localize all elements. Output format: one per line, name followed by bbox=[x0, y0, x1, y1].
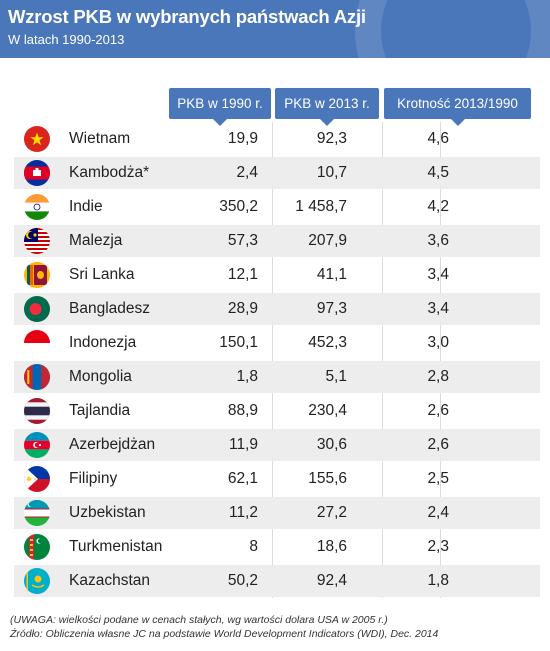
country-name: Tajlandia bbox=[69, 402, 131, 419]
column-header-ratio: Krotność 2013/1990 bbox=[384, 88, 531, 126]
value-1990: 350,2 bbox=[219, 198, 258, 215]
value-1990: 1,8 bbox=[236, 368, 258, 385]
mongolia-flag-icon bbox=[24, 364, 50, 390]
country-name: Kambodża* bbox=[69, 164, 150, 181]
value-1990: 62,1 bbox=[227, 470, 258, 487]
column-header-2013: PKB w 2013 r. bbox=[275, 88, 379, 126]
footer: (UWAGA: wielkości podane w cenach stałyc… bbox=[10, 613, 438, 641]
value-ratio: 3,4 bbox=[427, 300, 449, 317]
value-1990: 2,4 bbox=[236, 164, 258, 181]
table-row: Indonezja 150,1 452,3 3,0 bbox=[14, 327, 540, 359]
country-name: Azerbejdżan bbox=[69, 436, 156, 453]
table-row: Kambodża* 2,4 10,7 4,5 bbox=[14, 157, 540, 189]
kazakhstan-flag-icon bbox=[24, 568, 50, 594]
country-name: Indie bbox=[69, 198, 103, 215]
value-1990: 50,2 bbox=[227, 572, 258, 589]
value-2013: 27,2 bbox=[316, 504, 347, 521]
value-1990: 150,1 bbox=[219, 334, 258, 351]
table-row: Bangladesz 28,9 97,3 3,4 bbox=[14, 293, 540, 325]
value-1990: 19,9 bbox=[227, 130, 258, 147]
column-divider bbox=[382, 122, 383, 598]
table-row: Azerbejdżan 11,9 30,6 2,6 bbox=[14, 429, 540, 461]
value-2013: 230,4 bbox=[308, 402, 347, 419]
value-ratio: 4,2 bbox=[427, 198, 449, 215]
value-ratio: 3,4 bbox=[427, 266, 449, 283]
country-name: Bangladesz bbox=[69, 300, 151, 317]
uzbekistan-flag-icon bbox=[24, 500, 50, 526]
value-1990: 12,1 bbox=[227, 266, 258, 283]
chart-header: Wzrost PKB w wybranych państwach Azji W … bbox=[0, 0, 550, 58]
logo-ring-decoration bbox=[355, 0, 550, 58]
value-2013: 41,1 bbox=[316, 266, 347, 283]
country-name: Kazachstan bbox=[69, 572, 150, 589]
value-ratio: 4,5 bbox=[427, 164, 449, 181]
country-name: Mongolia bbox=[69, 368, 132, 385]
thailand-flag-icon bbox=[24, 398, 50, 424]
azerbaijan-flag-icon bbox=[24, 432, 50, 458]
table-row: Uzbekistan 11,2 27,2 2,4 bbox=[14, 497, 540, 529]
value-2013: 30,6 bbox=[316, 436, 347, 453]
chart-subtitle: W latach 1990-2013 bbox=[8, 32, 125, 47]
value-ratio: 3,0 bbox=[427, 334, 449, 351]
country-name: Filipiny bbox=[69, 470, 118, 487]
value-2013: 207,9 bbox=[308, 232, 347, 249]
table-row: Tajlandia 88,9 230,4 2,6 bbox=[14, 395, 540, 427]
value-1990: 8 bbox=[249, 538, 258, 555]
value-1990: 28,9 bbox=[227, 300, 258, 317]
footer-source: Źródło: Obliczenia własne JC na podstawi… bbox=[10, 628, 439, 640]
footer-note: (UWAGA: wielkości podane w cenach stałyc… bbox=[10, 614, 388, 626]
column-divider bbox=[440, 122, 441, 598]
philippines-flag-icon bbox=[24, 466, 50, 492]
vietnam-flag-icon bbox=[24, 126, 50, 152]
value-2013: 92,3 bbox=[316, 130, 347, 147]
value-ratio: 2,6 bbox=[427, 402, 449, 419]
table-row: Kazachstan 50,2 92,4 1,8 bbox=[14, 565, 540, 597]
table-row: Mongolia 1,8 5,1 2,8 bbox=[14, 361, 540, 393]
cambodia-flag-icon bbox=[24, 160, 50, 186]
value-2013: 97,3 bbox=[316, 300, 347, 317]
india-flag-icon bbox=[24, 194, 50, 220]
table-row: Wietnam 19,9 92,3 4,6 bbox=[14, 123, 540, 155]
indonesia-flag-icon bbox=[24, 330, 50, 356]
chart-title: Wzrost PKB w wybranych państwach Azji bbox=[8, 6, 366, 27]
value-1990: 57,3 bbox=[227, 232, 258, 249]
turkmenistan-flag-icon bbox=[24, 534, 50, 560]
malaysia-flag-icon bbox=[24, 228, 50, 254]
country-name: Wietnam bbox=[69, 130, 131, 147]
country-name: Turkmenistan bbox=[69, 538, 163, 555]
table-row: Malezja 57,3 207,9 3,6 bbox=[14, 225, 540, 257]
value-1990: 88,9 bbox=[227, 402, 258, 419]
value-2013: 92,4 bbox=[316, 572, 347, 589]
value-ratio: 3,6 bbox=[427, 232, 449, 249]
sri-lanka-flag-icon bbox=[24, 262, 50, 288]
table-row: Filipiny 62,1 155,6 2,5 bbox=[14, 463, 540, 495]
country-name: Indonezja bbox=[69, 334, 137, 351]
value-ratio: 4,6 bbox=[427, 130, 449, 147]
value-2013: 5,1 bbox=[325, 368, 347, 385]
value-1990: 11,2 bbox=[228, 504, 258, 521]
value-2013: 10,7 bbox=[316, 164, 347, 181]
table-row: Indie 350,2 1 458,7 4,2 bbox=[14, 191, 540, 223]
value-ratio: 2,3 bbox=[427, 538, 449, 555]
country-name: Malezja bbox=[69, 232, 123, 249]
value-1990: 11,9 bbox=[228, 436, 258, 453]
value-ratio: 2,5 bbox=[427, 470, 449, 487]
table-row: Sri Lanka 12,1 41,1 3,4 bbox=[14, 259, 540, 291]
table-row: Turkmenistan 8 18,6 2,3 bbox=[14, 531, 540, 563]
value-2013: 18,6 bbox=[316, 538, 347, 555]
column-header-1990: PKB w 1990 r. bbox=[169, 88, 271, 126]
value-2013: 452,3 bbox=[308, 334, 347, 351]
country-name: Uzbekistan bbox=[69, 504, 146, 521]
value-2013: 155,6 bbox=[308, 470, 347, 487]
bangladesh-flag-icon bbox=[24, 296, 50, 322]
value-ratio: 2,6 bbox=[427, 436, 449, 453]
value-ratio: 1,8 bbox=[427, 572, 449, 589]
column-divider bbox=[272, 122, 273, 598]
value-2013: 1 458,7 bbox=[295, 198, 347, 215]
value-ratio: 2,8 bbox=[427, 368, 449, 385]
value-ratio: 2,4 bbox=[427, 504, 449, 521]
country-name: Sri Lanka bbox=[69, 266, 135, 283]
